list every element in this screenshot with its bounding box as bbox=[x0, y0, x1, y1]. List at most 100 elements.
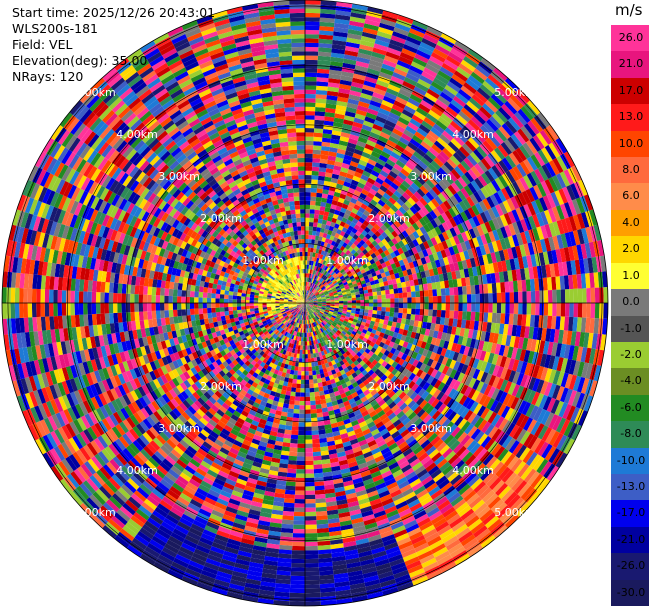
velocity-gate bbox=[364, 226, 371, 234]
velocity-gate bbox=[437, 295, 442, 303]
velocity-gate bbox=[312, 158, 321, 163]
velocity-gate bbox=[360, 174, 369, 182]
velocity-gate bbox=[317, 60, 331, 66]
velocity-gate bbox=[310, 413, 317, 419]
velocity-gate bbox=[306, 264, 309, 269]
velocity-gate bbox=[509, 303, 515, 314]
velocity-gate bbox=[543, 290, 549, 303]
velocity-gate bbox=[340, 207, 347, 214]
velocity-gate bbox=[305, 426, 312, 431]
velocity-gate bbox=[327, 194, 334, 200]
velocity-gate bbox=[522, 303, 527, 315]
velocity-gate bbox=[316, 81, 329, 87]
velocity-gate bbox=[310, 287, 313, 292]
velocity-gate bbox=[290, 571, 305, 577]
velocity-gate bbox=[377, 135, 389, 144]
velocity-gate bbox=[308, 370, 313, 376]
velocity-gate bbox=[295, 482, 305, 487]
velocity-gate bbox=[455, 92, 469, 104]
velocity-gate bbox=[356, 242, 363, 249]
velocity-gate bbox=[315, 511, 328, 517]
velocity-gate bbox=[305, 217, 310, 222]
velocity-gate bbox=[340, 189, 348, 196]
velocity-gate bbox=[320, 0, 337, 6]
velocity-gate bbox=[386, 158, 396, 167]
velocity-gate bbox=[316, 188, 323, 194]
velocity-gate bbox=[305, 379, 310, 385]
velocity-gate bbox=[376, 111, 389, 120]
velocity-gate bbox=[299, 413, 305, 419]
velocity-gate bbox=[353, 171, 363, 179]
velocity-gate bbox=[488, 303, 493, 313]
velocity-gate bbox=[373, 119, 385, 128]
velocity-gate bbox=[349, 183, 358, 190]
velocity-gate bbox=[432, 289, 438, 297]
velocity-gate bbox=[425, 113, 438, 124]
velocity-gate bbox=[407, 69, 422, 79]
velocity-gate bbox=[351, 300, 357, 303]
velocity-gate bbox=[348, 94, 361, 101]
velocity-gate bbox=[360, 40, 375, 48]
velocity-gate bbox=[307, 243, 312, 248]
velocity-gate bbox=[309, 269, 313, 274]
velocity-gate bbox=[334, 242, 340, 248]
velocity-gate bbox=[337, 234, 344, 241]
velocity-gate bbox=[301, 366, 305, 372]
velocity-gate bbox=[311, 366, 316, 371]
velocity-gate bbox=[368, 295, 374, 300]
velocity-gate bbox=[449, 295, 455, 303]
velocity-gate bbox=[599, 287, 604, 303]
velocity-gate bbox=[314, 115, 325, 121]
velocity-gate bbox=[351, 7, 368, 15]
velocity-gate bbox=[458, 88, 472, 101]
velocity-gate bbox=[327, 159, 336, 166]
velocity-gate bbox=[289, 447, 298, 453]
velocity-gate bbox=[311, 175, 319, 180]
velocity-gate bbox=[368, 173, 378, 181]
velocity-gate bbox=[312, 289, 316, 294]
velocity-gate bbox=[305, 456, 314, 461]
velocity-gate bbox=[599, 303, 604, 319]
velocity-gate bbox=[305, 0, 321, 5]
velocity-gate bbox=[294, 490, 305, 495]
velocity-gate bbox=[315, 271, 319, 276]
velocity-gate bbox=[331, 134, 341, 141]
velocity-gate bbox=[316, 519, 329, 525]
velocity-gate bbox=[336, 238, 342, 244]
velocity-gate bbox=[412, 20, 429, 31]
velocity-gate bbox=[355, 297, 361, 301]
velocity-gate bbox=[403, 105, 416, 115]
velocity-gate bbox=[305, 187, 311, 193]
velocity-gate bbox=[331, 44, 346, 51]
velocity-gate bbox=[392, 178, 402, 187]
velocity-gate bbox=[484, 303, 489, 313]
velocity-gate bbox=[357, 182, 366, 189]
velocity-gate bbox=[306, 281, 309, 287]
velocity-gate bbox=[309, 291, 312, 296]
velocity-gate bbox=[334, 161, 343, 167]
velocity-gate bbox=[366, 68, 381, 76]
velocity-gate bbox=[314, 252, 319, 258]
velocity-gate bbox=[299, 349, 303, 355]
velocity-gate bbox=[305, 524, 317, 530]
velocity-gate bbox=[287, 464, 297, 470]
velocity-gate bbox=[329, 244, 335, 250]
velocity-gate bbox=[302, 349, 305, 355]
velocity-gate bbox=[336, 148, 346, 155]
velocity-gate bbox=[309, 222, 314, 227]
velocity-gate bbox=[455, 114, 468, 126]
velocity-gate bbox=[351, 227, 358, 234]
velocity-gate bbox=[326, 95, 338, 101]
velocity-gate bbox=[312, 252, 316, 258]
velocity-gate bbox=[500, 313, 506, 324]
velocity-gate bbox=[316, 262, 321, 268]
velocity-gate bbox=[305, 371, 309, 376]
velocity-gate bbox=[374, 143, 385, 151]
velocity-gate bbox=[365, 181, 374, 189]
velocity-gate bbox=[319, 162, 327, 169]
velocity-gate bbox=[358, 206, 366, 214]
velocity-gate bbox=[376, 139, 387, 148]
velocity-gate bbox=[353, 117, 365, 125]
velocity-gate bbox=[319, 21, 335, 28]
velocity-gate bbox=[413, 86, 427, 96]
